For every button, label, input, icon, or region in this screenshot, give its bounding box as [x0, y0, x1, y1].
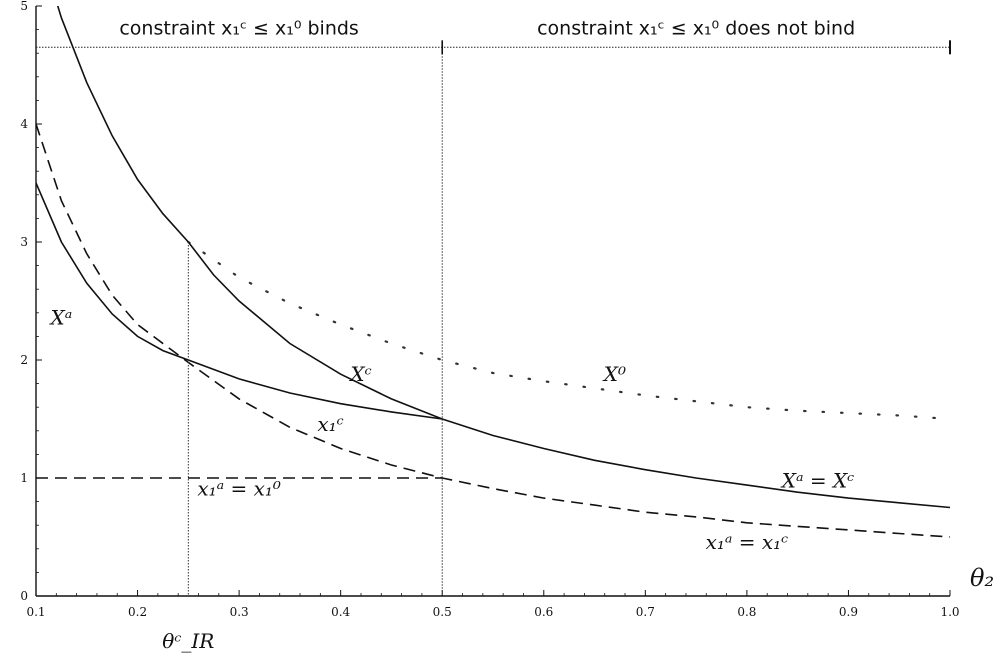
curve-annotation: Xᶜ: [348, 362, 371, 386]
curve-annotation: X⁰: [602, 362, 626, 386]
y-tick-label: 3: [20, 235, 28, 249]
x-tick-label: 1.0: [940, 605, 959, 619]
y-tick-label: 2: [20, 353, 28, 367]
y-tick-label: 0: [20, 589, 28, 603]
curve-annotation: x₁ᵃ = x₁ᶜ: [706, 530, 789, 554]
x-tick-label: 0.5: [433, 605, 452, 619]
curve-annotation: Xᵃ = Xᶜ: [780, 468, 855, 492]
x-tick-label: 0.7: [636, 605, 655, 619]
x-tick-label: 0.8: [737, 605, 756, 619]
x-tick-label: 0.2: [128, 605, 147, 619]
x-tick-label: 0.9: [839, 605, 858, 619]
theta-ir-label: θᶜ_IR: [162, 629, 214, 653]
y-tick-label: 5: [20, 0, 28, 13]
series-xa: [36, 182, 443, 420]
curve-annotation: x₁ᶜ: [317, 412, 343, 436]
x-tick-label: 0.3: [230, 605, 249, 619]
y-tick-label: 4: [20, 117, 28, 131]
plot-area: [36, 6, 952, 538]
x-axis-label: θ₂: [970, 564, 994, 592]
header-text-binds: constraint x₁ᶜ ≤ x₁⁰ binds: [119, 17, 358, 39]
x-tick-label: 0.6: [534, 605, 553, 619]
series-x0: [187, 240, 952, 421]
x-tick-label: 0.4: [331, 605, 350, 619]
header-text-not-binds: constraint x₁ᶜ ≤ x₁⁰ does not bind: [537, 17, 855, 39]
axes: 0.1 0.2 0.3 0.4 0.5 0.6 0.7 0.8 0.9 1.0 0 1 2 3 4 5 θ₂: [20, 0, 994, 619]
y-tick-label: 1: [20, 471, 28, 485]
x-tick-label: 0.1: [26, 605, 45, 619]
series-xc: [56, 6, 951, 509]
curve-annotation: Xᵃ: [49, 306, 73, 330]
curve-annotation: x₁ᵃ = x₁⁰: [197, 477, 281, 501]
chart-labels: constraint x₁ᶜ ≤ x₁⁰ binds constraint x₁ᶜ…: [49, 17, 856, 653]
